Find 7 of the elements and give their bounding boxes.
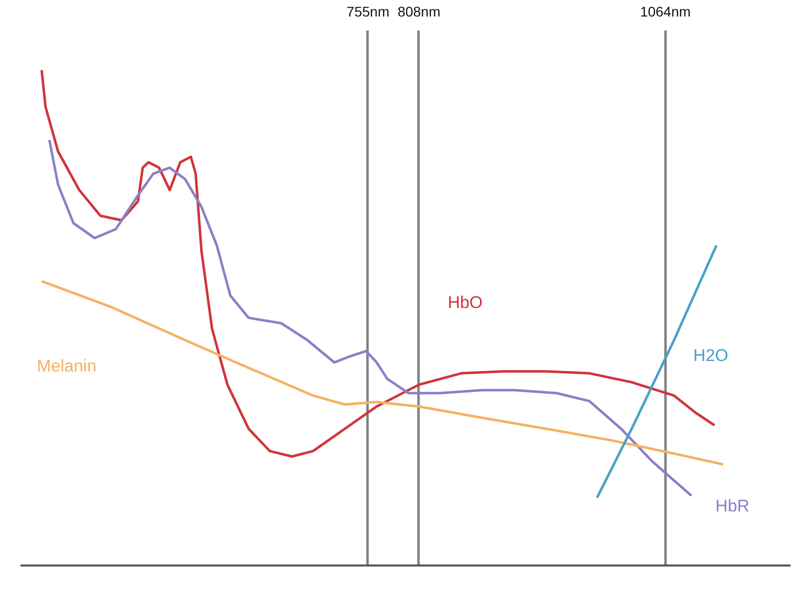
x-tick-label: 1064nm [640,4,691,20]
x-tick-label: 755nm [346,4,390,20]
series-label: H2O [693,346,728,365]
x-tick-label: 808nm [398,4,440,20]
text: Melanin [36,356,96,376]
text: HbO [448,292,483,312]
series-label: HbR [715,496,750,516]
